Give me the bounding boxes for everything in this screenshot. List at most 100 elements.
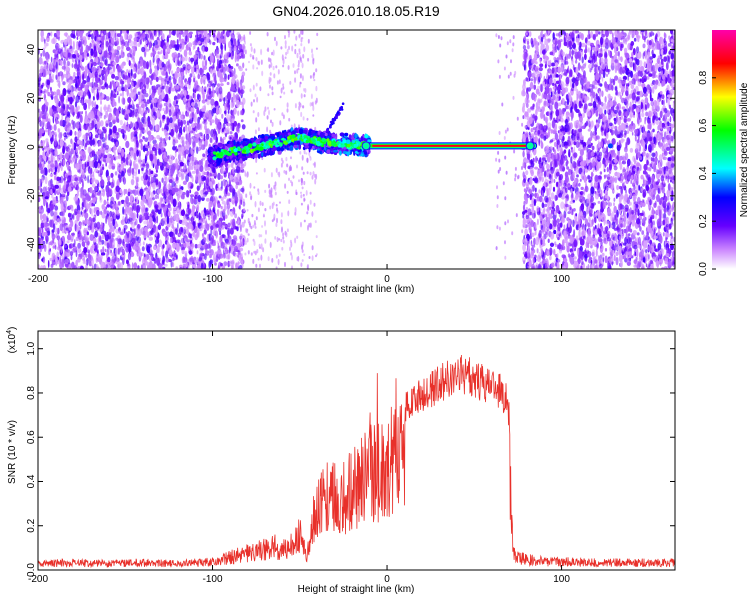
noise-speck <box>60 246 63 254</box>
noise-speck <box>133 171 138 177</box>
noise-speck <box>224 42 226 52</box>
noise-speck <box>95 68 98 73</box>
noise-speck <box>85 135 88 141</box>
noise-speck <box>630 179 632 185</box>
noise-speck <box>184 126 187 131</box>
noise-speck <box>146 150 149 157</box>
noise-speck <box>164 188 169 196</box>
noise-speck <box>144 261 149 266</box>
noise-speck <box>189 243 194 250</box>
noise-speck <box>220 136 222 142</box>
noise-speck <box>208 30 212 34</box>
noise-speck <box>94 243 99 250</box>
noise-speck <box>205 197 210 202</box>
noise-speck <box>167 59 171 68</box>
noise-speck <box>110 181 115 189</box>
noise-speck <box>84 218 89 225</box>
noise-speck <box>112 219 115 227</box>
noise-speck <box>222 179 227 187</box>
noise-speck <box>82 36 87 41</box>
noise-speck <box>156 84 161 88</box>
noise-speck <box>99 120 104 127</box>
noise-speck <box>168 195 172 200</box>
noise-speck <box>203 86 207 90</box>
noise-speck <box>44 98 47 106</box>
noise-speck <box>239 39 242 43</box>
noise-speck <box>132 245 136 251</box>
noise-speck <box>77 32 79 38</box>
noise-speck <box>59 223 64 232</box>
noise-speck <box>193 85 195 90</box>
noise-speck <box>240 196 243 200</box>
noise-speck <box>51 252 56 261</box>
noise-speck <box>64 244 67 248</box>
noise-speck <box>165 256 170 263</box>
noise-speck <box>62 133 66 137</box>
noise-speck <box>180 71 183 80</box>
noise-speck <box>114 49 118 54</box>
noise-speck <box>161 92 165 100</box>
noise-speck <box>77 67 81 77</box>
noise-speck <box>232 30 235 36</box>
noise-speck <box>46 156 49 161</box>
noise-speck <box>41 176 44 184</box>
noise-speck <box>217 172 221 180</box>
noise-speck <box>196 93 200 100</box>
noise-speck <box>206 167 211 171</box>
noise-speck <box>154 148 158 157</box>
noise-speck <box>60 151 63 161</box>
noise-speck <box>145 40 148 44</box>
noise-speck <box>156 215 159 224</box>
noise-speck <box>150 110 153 116</box>
noise-speck <box>100 252 106 256</box>
noise-speck <box>200 158 204 168</box>
noise-speck <box>165 71 168 79</box>
noise-speck <box>193 73 196 79</box>
noise-speck <box>200 253 202 257</box>
noise-speck <box>42 168 45 177</box>
noise-speck <box>90 167 93 175</box>
noise-speck <box>48 180 52 187</box>
noise-speck <box>230 122 234 131</box>
noise-speck <box>226 199 229 206</box>
noise-speck <box>103 68 107 75</box>
noise-speck <box>181 249 185 255</box>
noise-speck <box>196 250 199 255</box>
noise-speck <box>100 62 104 67</box>
noise-speck <box>51 134 54 140</box>
noise-speck <box>242 62 245 69</box>
noise-speck <box>207 212 210 218</box>
noise-speck <box>38 56 43 65</box>
noise-speck <box>111 37 115 44</box>
noise-speck <box>149 79 153 86</box>
noise-speck <box>141 46 146 53</box>
noise-speck <box>114 171 118 176</box>
noise-speck <box>46 113 49 117</box>
noise-speck <box>38 85 42 92</box>
noise-speck <box>77 242 81 250</box>
noise-speck <box>55 70 59 76</box>
noise-speck <box>110 89 113 98</box>
noise-speck <box>64 200 67 205</box>
noise-speck <box>134 176 138 180</box>
noise-speck <box>179 43 182 49</box>
noise-speck <box>80 85 82 91</box>
noise-speck <box>94 168 99 173</box>
noise-speck <box>75 236 79 242</box>
noise-speck <box>112 125 117 134</box>
noise-speck <box>48 53 50 60</box>
noise-speck <box>162 259 165 265</box>
noise-speck <box>55 50 58 55</box>
noise-speck <box>62 159 66 166</box>
noise-speck <box>119 119 123 126</box>
noise-speck <box>155 179 159 186</box>
noise-speck <box>198 220 202 224</box>
noise-speck <box>234 200 238 207</box>
noise-speck <box>128 60 131 67</box>
noise-speck <box>197 147 201 152</box>
noise-speck <box>148 168 152 176</box>
noise-speck <box>206 176 210 183</box>
noise-speck <box>187 125 192 132</box>
noise-speck <box>227 122 231 127</box>
noise-speck <box>146 220 149 225</box>
